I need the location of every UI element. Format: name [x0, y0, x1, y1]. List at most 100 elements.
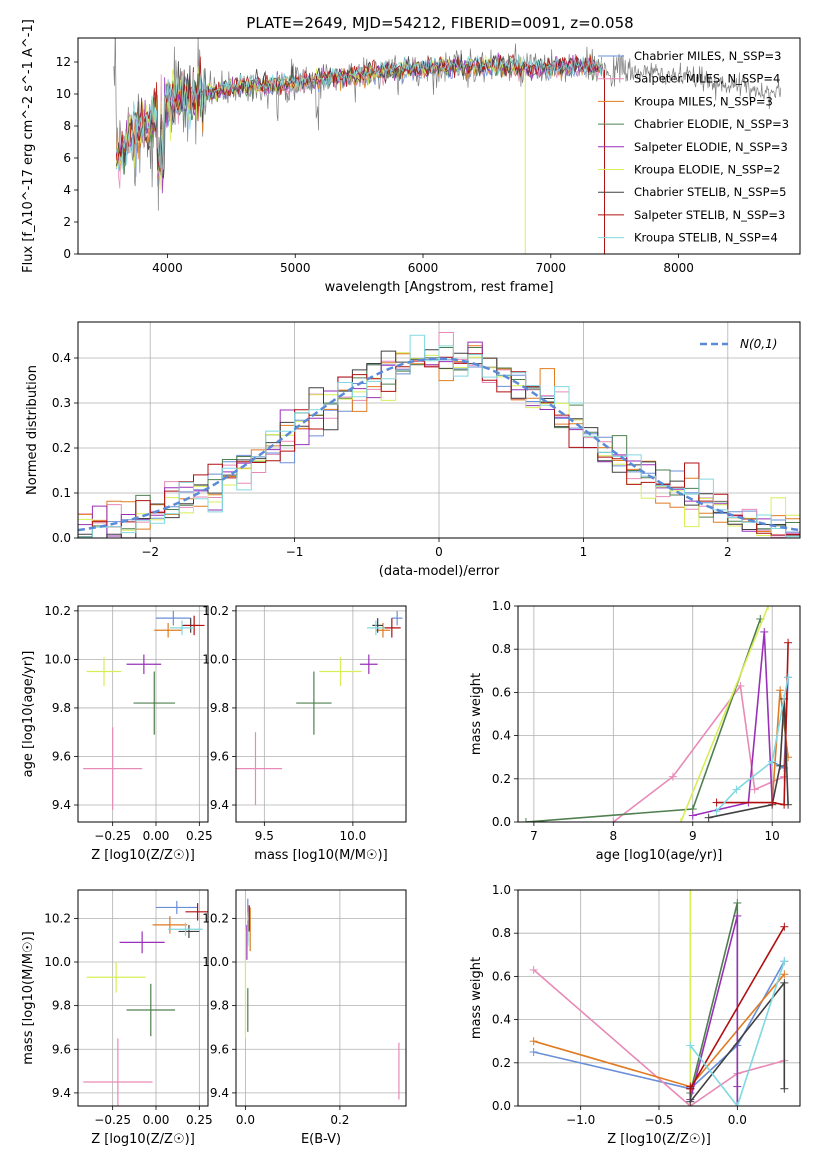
x-tick-label: 9.5	[255, 829, 274, 843]
y-tick-label: 10.0	[44, 955, 71, 969]
y-tick-label: 10	[56, 87, 71, 101]
error-bars	[83, 610, 205, 810]
y-tick-label: 10.0	[202, 652, 229, 666]
legend-label: Kroupa STELIB, N_SSP=4	[634, 231, 778, 245]
error-bars	[236, 610, 403, 806]
y-axis-label: mass weight	[469, 673, 484, 755]
weight-lines	[521, 606, 793, 822]
figure-title: PLATE=2649, MJD=54212, FIBERID=0091, z=0…	[246, 14, 633, 32]
weight-series	[689, 961, 786, 1106]
weight-series	[612, 683, 785, 822]
y-tick-label: 10.2	[202, 604, 229, 618]
x-tick-label: 9	[689, 829, 697, 843]
x-tick-label: 7	[530, 829, 538, 843]
x-tick-label: 10	[765, 829, 780, 843]
y-tick-label: 9.6	[210, 749, 229, 763]
weight-series	[689, 980, 786, 1105]
y-tick-label: 9.4	[52, 1086, 71, 1100]
x-tick-label: 2	[724, 545, 732, 559]
y-tick-label: 0.8	[492, 642, 511, 656]
plot-z-age: −0.25 0.00 0.25 9.4 9.6 9.8 10.0 10.2 Z [log10(Z…	[21, 604, 213, 863]
axes-frame	[77, 605, 209, 823]
y-tick-label: 1.0	[492, 599, 511, 613]
y-tick-label: 9.6	[52, 749, 71, 763]
legend-label: Salpeter ELODIE, N_SSP=3	[634, 140, 788, 154]
y-axis-label: mass weight	[469, 957, 484, 1039]
y-tick-label: 0.4	[492, 729, 511, 743]
x-tick-label: 0.00	[143, 1113, 170, 1127]
plot-z-weight: −1.0 −0.5 0.0 0.0 0.2 0.4 0.6 0.8 1.0 Z [log10(Z/…	[469, 883, 801, 1147]
x-axis-label: (data-model)/error	[379, 564, 500, 579]
y-tick-label: 10.2	[44, 604, 71, 618]
weight-series	[716, 677, 789, 812]
y-tick-label: 10.0	[44, 652, 71, 666]
y-tick-label: 9.6	[52, 1042, 71, 1056]
x-axis-label: wavelength [Angstrom, rest frame]	[325, 280, 554, 295]
legend-label: Salpeter MILES, N_SSP=4	[634, 72, 780, 86]
y-tick-label: 9.8	[210, 701, 229, 715]
x-tick-label: 8000	[663, 261, 694, 275]
y-axis-label: Flux [f_λ10^-17 erg cm^-2 s^-1 A^-1]	[21, 19, 36, 273]
x-tick-label: 8	[610, 829, 618, 843]
x-tick-label: 10.0	[340, 829, 367, 843]
axes-frame	[235, 889, 407, 1107]
x-axis-label: Z [log10(Z/Z☉)]	[607, 1132, 711, 1147]
y-tick-label: 0.1	[52, 486, 71, 500]
plot-z-mass: −0.25 0.00 0.25 9.4 9.6 9.8 10.0 10.2 Z [log10(Z…	[21, 889, 213, 1147]
histograms	[78, 332, 800, 538]
y-axis-label: age [log10(age/yr)]	[21, 651, 36, 778]
error-bars	[244, 898, 400, 1100]
plot-ebv-mass: 0.0 0.2 9.4 9.6 9.8 10.0 10.2 E(B-V)	[202, 889, 407, 1147]
weight-series	[680, 606, 769, 822]
weight-series	[533, 969, 785, 1106]
x-tick-label: 0.25	[186, 1113, 213, 1127]
legend-label: Kroupa MILES, N_SSP=3	[634, 94, 773, 108]
x-tick-label: 6000	[408, 261, 439, 275]
y-tick-label: 0.2	[492, 772, 511, 786]
weight-lines	[529, 890, 789, 1106]
model-spectrum	[115, 54, 603, 172]
y-tick-label: 1.0	[492, 883, 511, 897]
y-tick-label: 0.4	[492, 1013, 511, 1027]
x-axis-label: mass [log10(M/M☉)]	[254, 848, 387, 863]
y-tick-label: 0.2	[492, 1056, 511, 1070]
axes-frame	[77, 889, 209, 1107]
legend-label: Chabrier MILES, N_SSP=3	[634, 49, 781, 63]
axes-frame	[235, 605, 407, 823]
y-tick-label: 0.8	[492, 926, 511, 940]
x-tick-label: −1.0	[566, 1113, 595, 1127]
x-tick-label: 0	[435, 545, 443, 559]
axes-frame	[517, 605, 801, 823]
legend-label: Chabrier STELIB, N_SSP=5	[634, 185, 786, 199]
legend-label: Salpeter STELIB, N_SSP=3	[634, 208, 785, 222]
x-tick-label: 1	[580, 545, 588, 559]
y-tick-label: 10.0	[202, 955, 229, 969]
plot-mass-age: 9.5 10.0 9.4 9.6 9.8 10.0 10.2 mass [log10(M/M☉…	[202, 604, 407, 863]
x-tick-label: −1	[286, 545, 304, 559]
y-tick-label: 9.4	[210, 1086, 229, 1100]
y-axis-label: Normed distribution	[25, 365, 40, 495]
weight-series	[716, 642, 789, 806]
y-tick-label: 6	[63, 151, 71, 165]
x-tick-label: −0.25	[94, 829, 131, 843]
axes-frame	[517, 889, 801, 1107]
x-tick-label: −2	[141, 545, 159, 559]
normal-curve	[78, 357, 800, 532]
y-tick-label: 0.0	[492, 815, 511, 829]
y-tick-label: 0.6	[492, 685, 511, 699]
error-bars	[83, 900, 208, 1106]
y-tick-label: 0.3	[52, 396, 71, 410]
x-axis-label: Z [log10(Z/Z☉)]	[91, 1132, 195, 1147]
legend-label: N(0,1)	[740, 337, 777, 351]
y-tick-label: 9.8	[52, 999, 71, 1013]
y-tick-label: 9.8	[52, 701, 71, 715]
y-axis-label: mass [log10(M/M☉)]	[21, 931, 36, 1064]
x-tick-label: −0.5	[644, 1113, 673, 1127]
y-tick-label: 9.4	[52, 798, 71, 812]
spectrum-lines	[113, 38, 782, 254]
y-tick-label: 0.6	[492, 969, 511, 983]
x-tick-label: 0.0	[728, 1113, 747, 1127]
y-tick-label: 9.4	[210, 798, 229, 812]
legend-label: Kroupa ELODIE, N_SSP=2	[634, 163, 780, 177]
